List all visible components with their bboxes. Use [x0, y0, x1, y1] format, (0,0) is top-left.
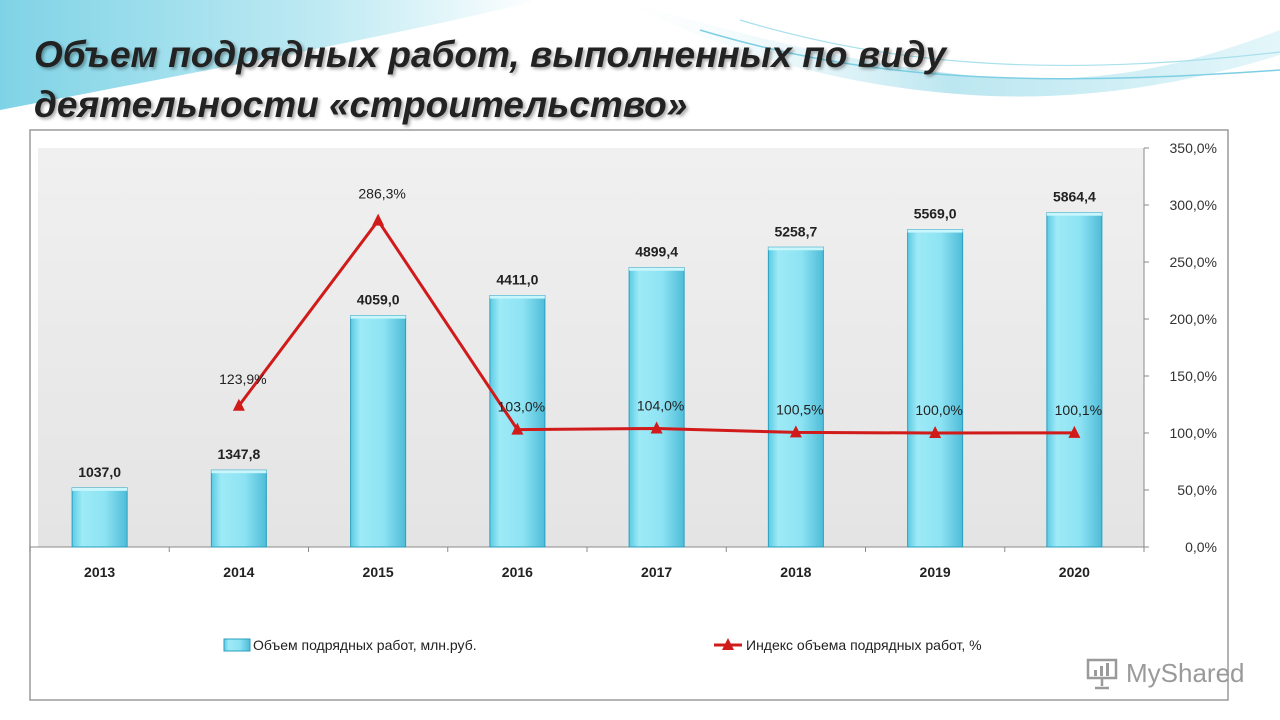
x-tick-label: 2014: [223, 564, 254, 580]
y-tick-label: 50,0%: [1177, 482, 1217, 498]
line-value-label: 104,0%: [637, 397, 684, 413]
bar-top-highlight: [211, 470, 267, 474]
bar: [1046, 212, 1103, 548]
x-tick-label: 2019: [920, 564, 951, 580]
line-value-label: 100,1%: [1055, 402, 1102, 418]
y-tick-label: 150,0%: [1170, 368, 1217, 384]
y-tick-label: 0,0%: [1185, 539, 1217, 555]
bar-top-highlight: [907, 229, 963, 233]
x-tick-label: 2015: [363, 564, 394, 580]
line-value-label: 123,9%: [219, 371, 266, 387]
bar-value-label: 5258,7: [774, 223, 817, 239]
legend-bar-label: Объем подрядных работ, млн.руб.: [253, 637, 477, 653]
y-tick-label: 250,0%: [1170, 254, 1217, 270]
bar-value-label: 5864,4: [1053, 189, 1096, 205]
bar-top-highlight: [629, 267, 685, 271]
plot-area: [38, 148, 1144, 547]
bar-top-highlight: [489, 295, 545, 299]
watermark: MyShared: [1086, 656, 1245, 690]
line-marker: [1068, 425, 1081, 438]
bar-top-highlight: [768, 247, 824, 251]
line-marker: [511, 422, 524, 435]
bar-top-highlight: [1046, 212, 1102, 216]
x-tick-label: 2020: [1059, 564, 1090, 580]
line-value-label: 286,3%: [358, 186, 405, 202]
y-tick-label: 100,0%: [1170, 425, 1217, 441]
bar: [71, 487, 128, 548]
watermark-text: MyShared: [1126, 657, 1245, 688]
line-value-label: 100,5%: [776, 401, 823, 417]
bar-value-label: 4059,0: [357, 292, 400, 308]
y-tick-label: 200,0%: [1170, 311, 1217, 327]
x-tick-label: 2013: [84, 564, 115, 580]
bar-top-highlight: [350, 315, 406, 319]
bar-value-label: 1347,8: [217, 446, 260, 462]
x-tick-label: 2016: [502, 564, 533, 580]
x-tick-label: 2017: [641, 564, 672, 580]
line-marker: [232, 398, 245, 411]
presentation-icon: [1086, 658, 1118, 690]
y-tick-label: 300,0%: [1170, 197, 1217, 213]
bar-value-label: 5569,0: [914, 206, 957, 222]
bar-top-highlight: [72, 487, 128, 491]
line-marker: [372, 213, 385, 226]
bar: [907, 229, 964, 548]
bar-value-label: 1037,0: [78, 464, 121, 480]
bar: [350, 315, 407, 548]
bar: [210, 469, 267, 548]
bar-value-label: 4411,0: [496, 272, 538, 288]
line-marker: [650, 421, 663, 434]
x-tick-label: 2018: [780, 564, 811, 580]
legend-line-marker: [722, 638, 734, 650]
bar: [489, 295, 546, 548]
legend-bar-swatch: [223, 638, 251, 652]
legend-line-label: Индекс объема подрядных работ, %: [746, 637, 982, 653]
line-marker: [789, 425, 802, 438]
slide-title: Объем подрядных работ, выполненных по ви…: [34, 34, 947, 125]
bar: [767, 246, 824, 548]
y-tick-label: 350,0%: [1170, 140, 1217, 156]
line-marker: [929, 426, 942, 438]
line-value-label: 100,0%: [915, 402, 962, 418]
bar-value-label: 4899,4: [635, 244, 678, 260]
line-value-label: 103,0%: [498, 399, 545, 415]
